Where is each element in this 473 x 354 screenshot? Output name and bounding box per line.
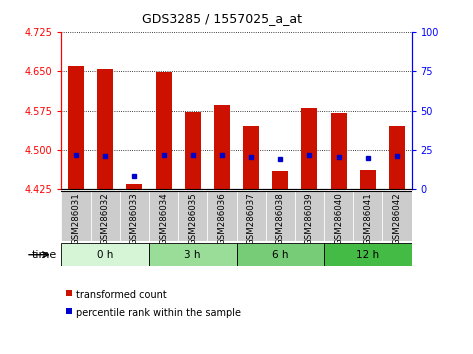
Bar — [266, 191, 295, 241]
Bar — [178, 191, 207, 241]
Text: GSM286032: GSM286032 — [101, 193, 110, 245]
Text: GSM286040: GSM286040 — [334, 193, 343, 245]
Bar — [301, 108, 317, 189]
Text: GSM286039: GSM286039 — [305, 193, 314, 245]
Bar — [243, 126, 259, 189]
Text: GSM286036: GSM286036 — [218, 193, 227, 245]
Text: time: time — [32, 250, 57, 260]
Bar — [149, 191, 178, 241]
Bar — [126, 184, 142, 189]
Bar — [272, 171, 288, 189]
Bar — [149, 243, 236, 266]
Bar — [68, 66, 84, 189]
Text: transformed count: transformed count — [76, 290, 167, 300]
Text: GSM286033: GSM286033 — [130, 193, 139, 245]
Bar — [97, 69, 113, 189]
Bar — [360, 170, 376, 189]
Bar — [382, 191, 412, 241]
Bar — [324, 243, 412, 266]
Bar — [185, 112, 201, 189]
Bar — [156, 72, 172, 189]
Text: percentile rank within the sample: percentile rank within the sample — [76, 308, 241, 318]
Bar — [61, 191, 91, 241]
Bar — [331, 113, 347, 189]
Bar — [214, 105, 230, 189]
Text: GDS3285 / 1557025_a_at: GDS3285 / 1557025_a_at — [142, 12, 302, 25]
Text: GSM286042: GSM286042 — [393, 193, 402, 245]
Text: 6 h: 6 h — [272, 250, 289, 260]
Text: GSM286038: GSM286038 — [276, 193, 285, 245]
Text: 3 h: 3 h — [184, 250, 201, 260]
Bar — [236, 191, 266, 241]
Text: GSM286031: GSM286031 — [71, 193, 80, 245]
Bar — [295, 191, 324, 241]
Text: GSM286035: GSM286035 — [188, 193, 197, 245]
Bar — [236, 243, 324, 266]
Bar — [91, 191, 120, 241]
Bar — [389, 126, 405, 189]
Text: 0 h: 0 h — [97, 250, 114, 260]
Bar — [324, 191, 353, 241]
Bar — [353, 191, 382, 241]
Bar — [120, 191, 149, 241]
Bar — [61, 243, 149, 266]
Text: GSM286037: GSM286037 — [246, 193, 255, 245]
Text: GSM286034: GSM286034 — [159, 193, 168, 245]
Bar — [207, 191, 236, 241]
Text: GSM286041: GSM286041 — [363, 193, 372, 245]
Text: 12 h: 12 h — [356, 250, 379, 260]
